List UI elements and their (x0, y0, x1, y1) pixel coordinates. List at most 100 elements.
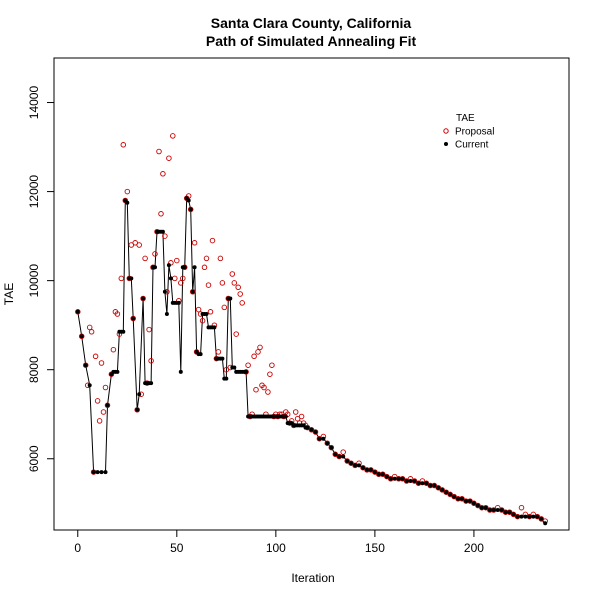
proposal-point (142, 255, 148, 262)
proposal-point (92, 353, 99, 360)
current-point (523, 514, 528, 519)
proposal-point (265, 389, 271, 395)
current-point (515, 514, 520, 519)
current-point (115, 369, 120, 374)
current-point (91, 470, 96, 475)
proposal-point (118, 275, 125, 282)
chart-title: Santa Clara County, California (211, 15, 412, 31)
current-point (79, 334, 84, 339)
legend-proposal-marker (443, 128, 449, 134)
legend-proposal-label: Proposal (455, 127, 494, 138)
current-point (376, 472, 381, 477)
proposal-point (82, 362, 89, 368)
current-point (141, 296, 146, 301)
current-point (511, 512, 516, 517)
axes: 0 50 100 150 200 6000 8000 10000 12000 14000 (27, 86, 484, 555)
proposal-point (292, 409, 299, 415)
proposal-point (510, 511, 517, 518)
proposal-point (104, 402, 111, 409)
proposal-point (239, 300, 245, 306)
proposal-point (308, 427, 315, 433)
proposal-point (439, 487, 445, 493)
current-point (244, 369, 249, 374)
current-point (345, 459, 350, 463)
proposal-point (180, 275, 186, 282)
proposal-point (120, 142, 127, 148)
y-tick-label: 10000 (27, 264, 41, 298)
current-point (368, 467, 373, 472)
current-point (164, 312, 169, 316)
x-tick-label: 0 (74, 541, 81, 555)
x-tick-label: 50 (170, 541, 184, 555)
current-point (105, 403, 110, 408)
current-point (491, 508, 496, 512)
current-point (75, 309, 80, 314)
legend-current-label: Current (455, 140, 489, 151)
current-point (204, 312, 209, 316)
current-point (428, 483, 433, 488)
proposal-point (328, 444, 335, 451)
current-point (337, 454, 342, 459)
current-point (444, 490, 449, 495)
current-point (440, 487, 445, 492)
proposal-point (156, 148, 162, 155)
current-point (400, 476, 405, 481)
current-point (487, 508, 492, 512)
current-point (479, 505, 484, 510)
proposal-point (86, 324, 93, 331)
proposal-point (235, 284, 241, 291)
y-tick-label: 12000 (27, 175, 41, 209)
proposal-point (98, 360, 105, 366)
x-tick-label: 200 (464, 541, 484, 555)
proposal-point (203, 255, 210, 262)
proposal-point (471, 500, 477, 507)
proposal-point (294, 415, 301, 422)
proposal-point (178, 280, 184, 286)
current-point (228, 296, 233, 301)
current-point (499, 508, 504, 512)
current-point (192, 265, 197, 270)
y-tick-label: 6000 (27, 445, 41, 472)
proposal-point (237, 291, 243, 297)
current-point (531, 514, 536, 519)
current-point (471, 501, 476, 506)
proposal-point (298, 413, 305, 420)
proposal-point (130, 315, 136, 322)
current-point (198, 352, 203, 357)
proposal-point (134, 407, 140, 413)
current-point (283, 414, 288, 419)
current-point (176, 300, 181, 305)
current-point (353, 463, 358, 468)
current-point (448, 492, 453, 497)
current-point (436, 485, 441, 490)
current-point (527, 514, 532, 519)
proposal-point (451, 493, 457, 500)
proposal-point (75, 309, 81, 315)
current-point (468, 499, 472, 504)
proposal-point (94, 398, 101, 404)
proposal-point (245, 362, 251, 368)
current-point (357, 463, 361, 468)
proposal-point (253, 386, 259, 393)
current-point (384, 474, 389, 479)
current-point (412, 479, 417, 483)
current-path-line (77, 197, 546, 524)
current-point (160, 229, 165, 234)
current-point (404, 479, 409, 483)
y-axis-label: TAE (2, 283, 16, 305)
current-point (168, 276, 173, 281)
current-point (166, 263, 171, 268)
current-point (507, 510, 512, 515)
proposal-point (102, 384, 109, 391)
proposal-point (160, 171, 166, 177)
current-point (131, 316, 136, 321)
proposal-point (229, 271, 236, 277)
current-point (420, 481, 425, 486)
current-point (475, 503, 480, 508)
proposal-point (124, 188, 131, 195)
proposal-point (114, 311, 121, 317)
proposal-point (223, 366, 230, 373)
proposal-point (189, 289, 196, 295)
proposal-point (443, 489, 449, 495)
